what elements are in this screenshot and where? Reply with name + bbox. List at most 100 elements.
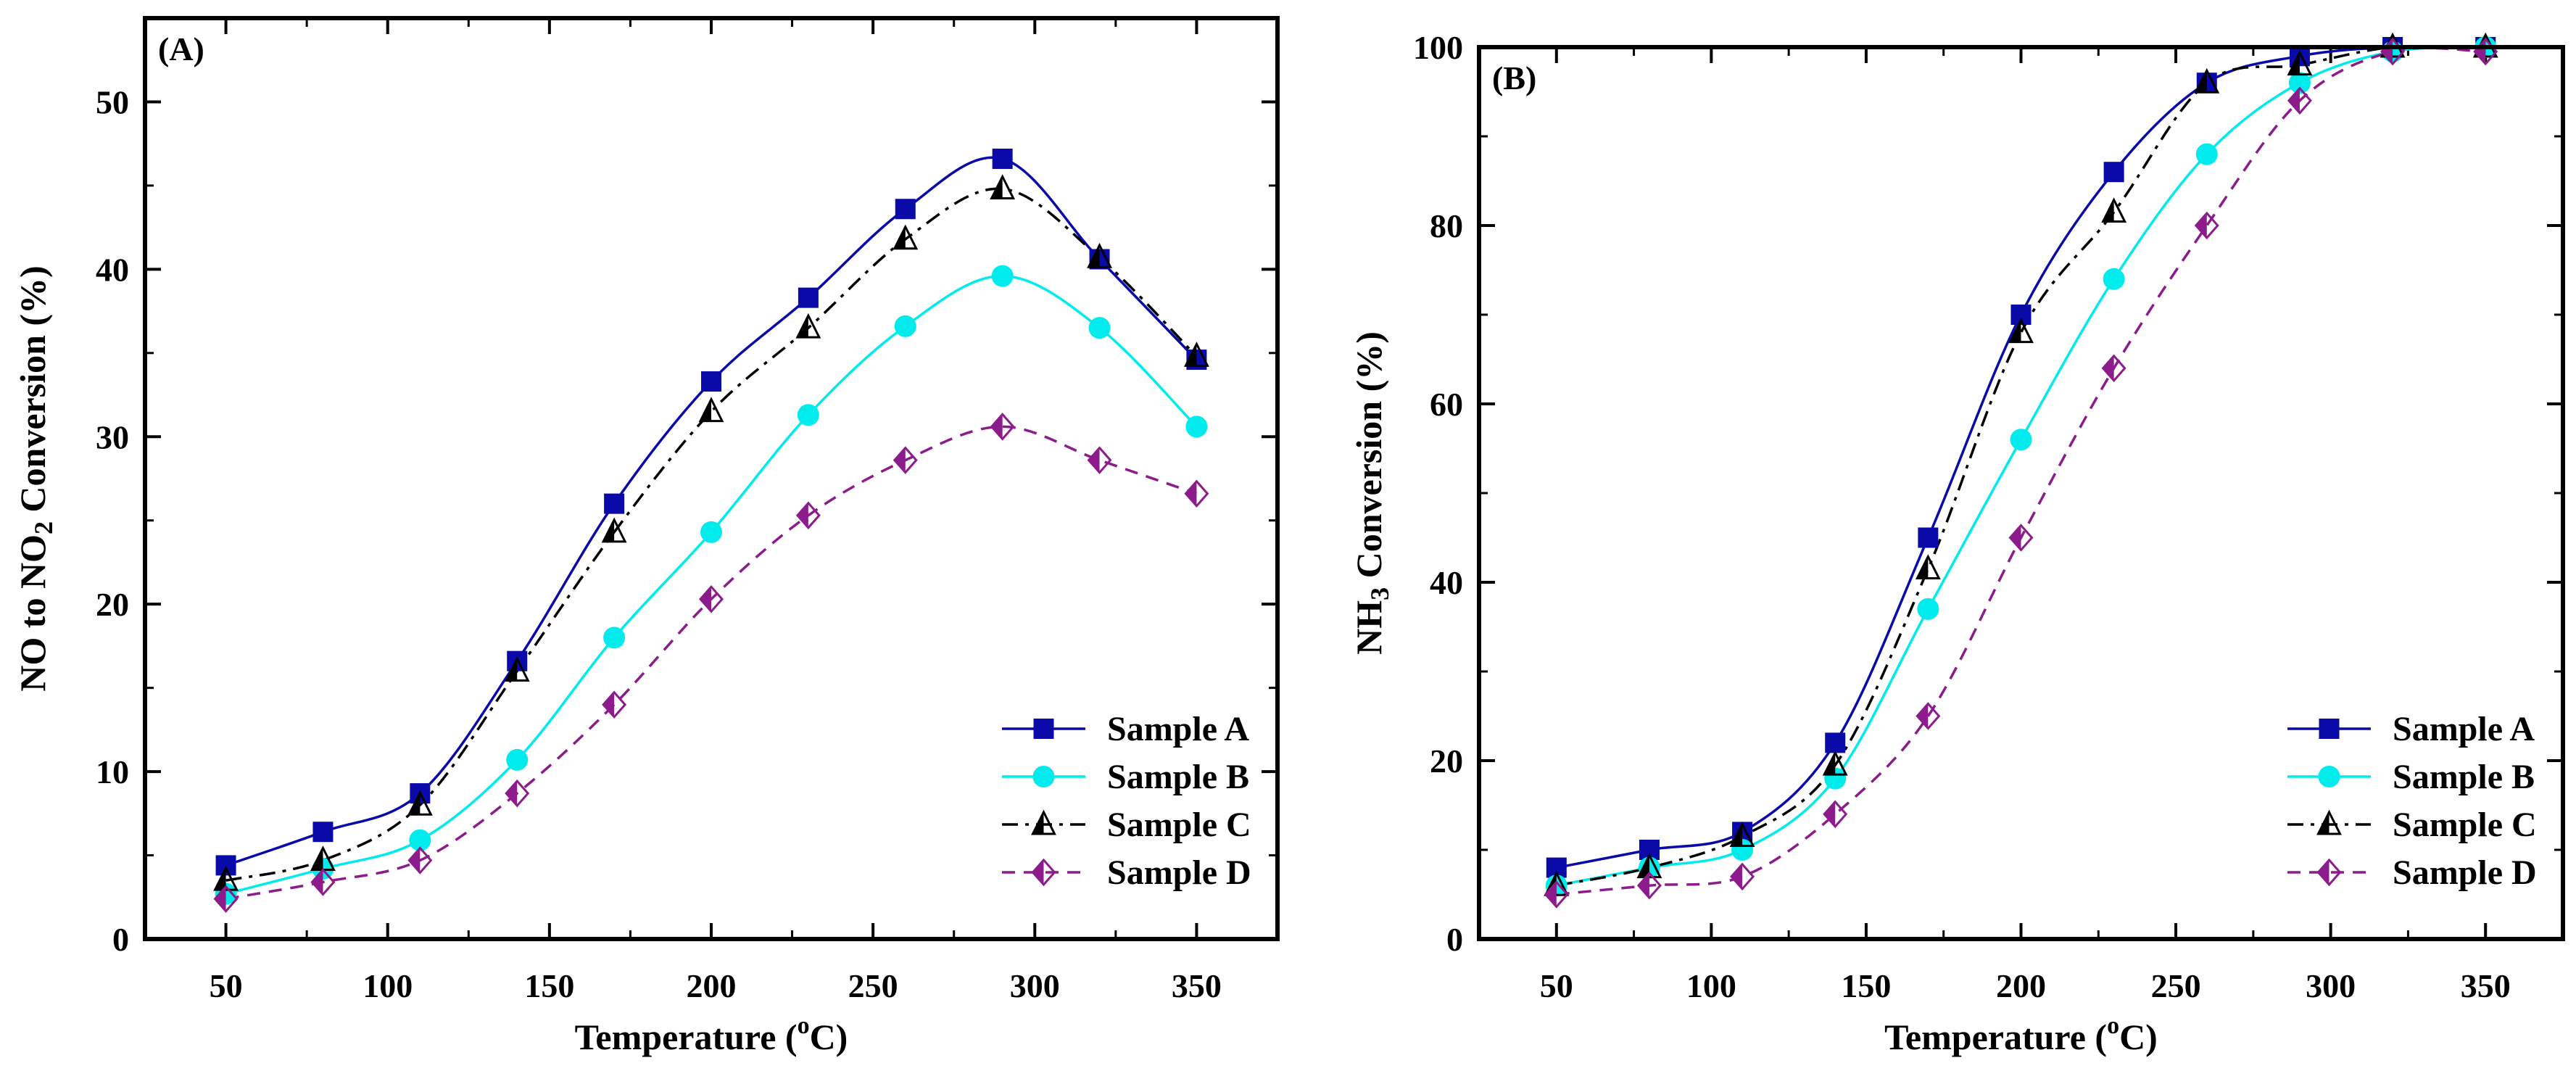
panel-b-point-sample-b: [2103, 268, 2125, 290]
panel-b-point-sample-d: [1636, 871, 1662, 900]
panel-a-y-tick-label: 30: [96, 418, 129, 455]
panel-b-x-tick-label: 250: [2151, 967, 2201, 1004]
panel-a-point-sample-d: [893, 446, 918, 474]
panel-b-point-sample-c: [2101, 197, 2127, 223]
panel-a-point-sample-d: [602, 690, 627, 719]
panel-a-legend-marker-sample-d-fill: [1032, 860, 1044, 885]
panel-a: 50 100 150 200 250 300 350 0 10 20 30 40 50 (A) Temper…: [12, 16, 1280, 1057]
panel-b-point-sample-d-outline: [1823, 800, 1848, 829]
panel-a-point-sample-d-fill: [215, 886, 226, 911]
panel-a-point-sample-c-outline: [407, 790, 433, 816]
panel-a-y-tick-label: 40: [96, 251, 129, 288]
panel-b-point-sample-c-outline: [1915, 554, 1941, 580]
panel-a-point-sample-c: [601, 517, 627, 543]
panel-b-x-tick-label: 200: [1996, 967, 2046, 1004]
panel-b-point-sample-d-fill: [1824, 801, 1836, 827]
panel-a-point-sample-d-fill: [409, 848, 421, 873]
panel-a-point-sample-d-outline: [213, 885, 239, 913]
panel-a-point-sample-d-outline: [1184, 479, 1209, 508]
panel-b-y-axis-label: NH3 Conversion (%): [1349, 331, 1394, 655]
panel-b-point-sample-d-outline: [1636, 871, 1662, 900]
panel-a-x-tick-label: 50: [210, 967, 243, 1004]
panel-a-point-sample-c-outline: [1087, 242, 1112, 268]
panel-a-legend-marker-sample-c: [1031, 809, 1056, 835]
panel-b-series-line-sample-d: [1556, 47, 2486, 896]
panel-a-point-sample-d-fill: [797, 503, 808, 528]
panel-b-series-line-sample-b: [1556, 47, 2486, 887]
panel-b-point-sample-d: [1823, 800, 1848, 829]
panel-a-point-sample-c-outline: [601, 517, 627, 543]
panel-a-y-axis-label-tail: Conversion (%): [12, 265, 53, 521]
panel-a-legend-label-sample-d: Sample D: [1107, 853, 1251, 892]
panel-b-x-tick-label: 300: [2306, 967, 2356, 1004]
panel-a-point-sample-c-outline: [990, 174, 1016, 200]
panel-b-point-sample-a: [2103, 162, 2124, 183]
panel-b-point-sample-d-outline: [2194, 211, 2219, 240]
panel-b-legend-marker-sample-d-outline: [2316, 858, 2342, 887]
panel-b-point-sample-c: [2008, 318, 2034, 344]
panel-b-legend-marker-sample-a: [2319, 719, 2340, 739]
panel-a-y-tick-label: 10: [96, 753, 129, 790]
panel-a-point-sample-d: [407, 846, 433, 874]
panel-b-ticks: 50 100 150 200 250 300 350 0 20 40 60 80 100: [1413, 29, 2564, 1004]
panel-b-point-sample-d-outline: [1544, 880, 1569, 909]
panel-b-point-sample-d: [1730, 862, 1755, 891]
panel-a-point-sample-d-outline: [698, 584, 724, 613]
panel-a-series-line-sample-a: [225, 156, 1198, 867]
panel-a-point-sample-b: [797, 404, 819, 426]
panel-a-point-sample-d-outline: [795, 501, 821, 530]
panel-a-point-sample-a: [701, 371, 721, 392]
panel-b-series-line-sample-c: [1556, 47, 2486, 887]
panel-a-legend-label-sample-a: Sample A: [1107, 710, 1249, 748]
panel-a-x-tick-label: 350: [1172, 967, 1222, 1004]
panel-a-point-sample-d-outline: [1087, 446, 1112, 474]
panel-a-x-axis-label-text: Temperature (: [575, 1017, 798, 1057]
panel-b-legend-label-sample-b: Sample B: [2393, 758, 2535, 796]
panel-b-plot-frame: [1477, 45, 2565, 941]
panel-a-point-sample-b: [409, 829, 431, 851]
panel-a-x-tick-label: 200: [687, 967, 737, 1004]
panel-a-ticks: 50 100 150 200 250 300 350 0 10 20 30 40 50: [96, 17, 1279, 1004]
panel-b-x-tick-label: 100: [1686, 967, 1736, 1004]
panel-a-point-sample-d: [213, 885, 239, 913]
panel-a-point-sample-d: [1087, 446, 1112, 474]
panel-a-panel-label: (A): [158, 30, 204, 67]
panel-a-y-axis-label-sub: 2: [29, 521, 58, 534]
panel-b-point-sample-b: [2010, 429, 2032, 451]
panel-b-point-sample-d-outline: [1730, 862, 1755, 891]
panel-a-point-sample-d: [990, 413, 1015, 441]
panel-b-point-sample-d-fill: [1638, 873, 1649, 898]
panel-a-point-sample-c: [893, 224, 919, 250]
panel-b-legend-marker-sample-c-outline: [2316, 809, 2342, 835]
panel-b-panel-label: (B): [1492, 59, 1536, 96]
panel-a-legend-marker-sample-a: [1033, 719, 1054, 739]
panel-a-legend-marker-sample-c-outline: [1031, 809, 1056, 835]
panel-a-legend: Sample A Sample B Sample C Sample D: [1002, 710, 1251, 892]
panel-a-point-sample-d-outline: [893, 446, 918, 474]
panel-b-y-tick-label: 0: [1446, 921, 1463, 958]
panel-a-point-sample-d-fill: [894, 447, 906, 473]
panel-a-point-sample-c: [990, 174, 1016, 200]
panel-a-point-sample-a: [895, 199, 916, 220]
panel-b-series-lines: [1556, 47, 2486, 896]
panel-a-plot-frame: [143, 16, 1280, 941]
panel-b-y-tick-label: 80: [1430, 207, 1463, 244]
panel-a-legend-label-sample-b: Sample B: [1107, 758, 1249, 796]
panel-b-x-tick-label: 150: [1841, 967, 1891, 1004]
panel-a-y-axis-label-text: NO to NO: [12, 534, 53, 692]
panel-b-point-sample-b: [2195, 143, 2218, 165]
panel-a-point-sample-d-outline: [602, 690, 627, 719]
panel-a-y-tick-label: 50: [96, 83, 129, 120]
panel-b-series-line-sample-a: [1556, 47, 2486, 869]
panel-a-point-sample-d-fill: [1185, 481, 1197, 506]
panel-a-x-axis-label-tail: C): [810, 1017, 848, 1057]
panel-b-y-tick-label: 40: [1430, 564, 1463, 601]
panel-b-x-tick-label: 350: [2461, 967, 2511, 1004]
panel-b-point-sample-d-outline: [1916, 702, 1941, 730]
panel-b-legend-label-sample-d: Sample D: [2393, 853, 2537, 892]
panel-a-legend-marker-sample-b: [1032, 766, 1055, 787]
panel-a-point-sample-c: [504, 656, 530, 682]
panel-b-point-sample-d-outline: [2101, 354, 2126, 383]
